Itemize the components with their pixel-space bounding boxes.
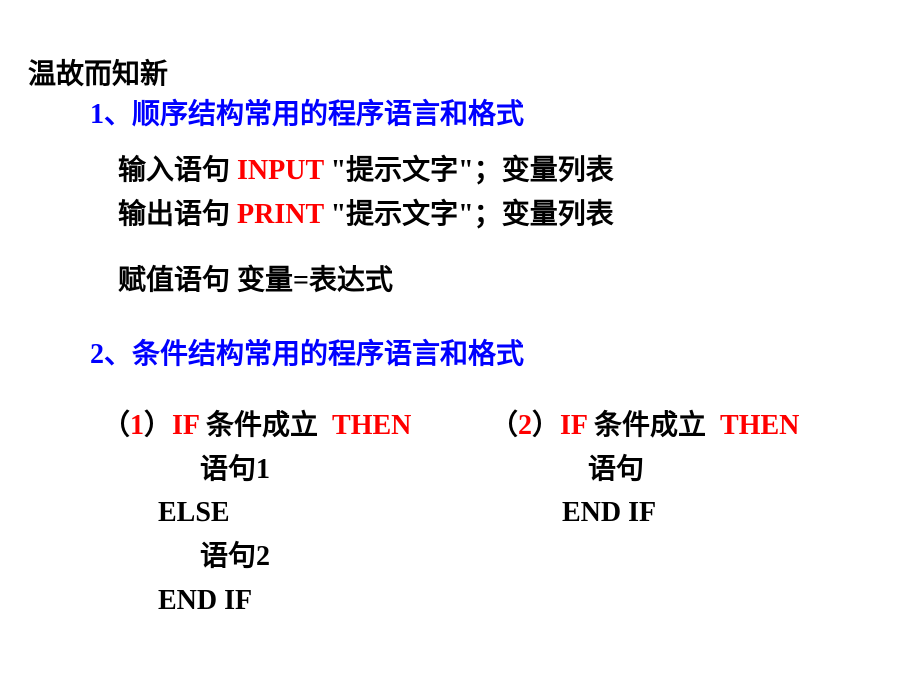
- output-rest: "提示文字"；变量列表: [331, 199, 614, 230]
- output-label: 输出语句: [118, 199, 237, 230]
- heading: 温故而知新: [28, 52, 168, 92]
- cond-2: 条件成立: [594, 410, 720, 441]
- section2-title: 2、条件结构常用的程序语言和格式: [90, 332, 524, 372]
- section1-title: 1、顺序结构常用的程序语言和格式: [90, 92, 524, 132]
- cond-1: 条件成立: [206, 410, 332, 441]
- else-keyword: ELSE: [102, 491, 411, 535]
- input-stmt-line: 输入语句 INPUT "提示文字"；变量列表: [118, 148, 614, 188]
- stmt2-line: 语句2: [102, 535, 411, 579]
- assign-stmt-line: 赋值语句 变量=表达式: [118, 258, 393, 298]
- if-line-1: （1）IF 条件成立 THEN: [102, 404, 411, 448]
- then-keyword-1: THEN: [332, 410, 411, 441]
- if-line-2: （2）IF 条件成立 THEN: [490, 404, 799, 448]
- endif-keyword-2: END IF: [490, 491, 799, 535]
- input-rest: "提示文字"；变量列表: [331, 155, 614, 186]
- if-else-block: （1）IF 条件成立 THEN 语句1 ELSE 语句2 END IF: [102, 404, 411, 622]
- if-block: （2）IF 条件成立 THEN 语句 END IF: [490, 404, 799, 535]
- if-keyword-2: IF: [560, 410, 594, 441]
- output-stmt-line: 输出语句 PRINT "提示文字"；变量列表: [118, 192, 614, 232]
- num-2: 2: [518, 410, 532, 441]
- section1-text: 、顺序结构常用的程序语言和格式: [104, 99, 524, 130]
- if-keyword-1: IF: [172, 410, 206, 441]
- input-label: 输入语句: [118, 155, 237, 186]
- section2-text: 、条件结构常用的程序语言和格式: [104, 339, 524, 370]
- paren-open-1: （: [102, 410, 130, 441]
- then-keyword-2: THEN: [720, 410, 799, 441]
- num-1: 1: [130, 410, 144, 441]
- paren-close-2: ）: [532, 410, 560, 441]
- section2-num: 2: [90, 339, 104, 370]
- print-keyword: PRINT: [237, 199, 331, 230]
- input-keyword: INPUT: [237, 155, 331, 186]
- stmt-line: 语句: [490, 448, 799, 492]
- section1-num: 1: [90, 99, 104, 130]
- paren-close-1: ）: [144, 410, 172, 441]
- endif-keyword-1: END IF: [102, 579, 411, 623]
- stmt1-line: 语句1: [102, 448, 411, 492]
- paren-open-2: （: [490, 410, 518, 441]
- assign-label: 赋值语句 变量=表达式: [118, 265, 393, 296]
